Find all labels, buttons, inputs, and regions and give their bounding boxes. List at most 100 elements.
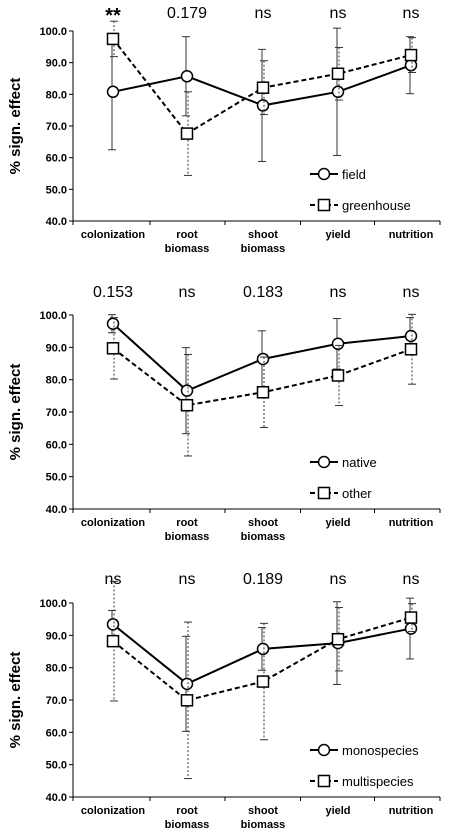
y-tick-label: 60.0 xyxy=(46,153,67,165)
data-point xyxy=(180,384,194,397)
y-tick-label: 50.0 xyxy=(46,184,67,196)
y-tick-label: 50.0 xyxy=(46,472,67,484)
series-native xyxy=(106,314,418,435)
significance-label: 0.179 xyxy=(167,5,207,22)
legend-marker xyxy=(317,774,331,788)
y-tick-label: 40.0 xyxy=(46,792,67,804)
y-tick-label: 50.0 xyxy=(46,760,67,772)
legend-label: native xyxy=(342,455,377,470)
x-tick-label: root xyxy=(176,805,198,817)
y-axis-title: % sign. effect xyxy=(7,364,24,461)
x-tick-label: biomass xyxy=(165,531,210,543)
significance-label: ns xyxy=(403,571,420,588)
data-point xyxy=(106,634,120,648)
series-greenhouse xyxy=(106,20,418,176)
significance-label: ns xyxy=(330,5,347,22)
y-tick-label: 40.0 xyxy=(46,216,67,228)
x-tick-label: yield xyxy=(325,805,350,817)
y-tick-label: 70.0 xyxy=(46,407,67,419)
legend-label: greenhouse xyxy=(342,198,411,213)
x-tick-label: shoot xyxy=(248,229,278,241)
data-point xyxy=(256,675,270,688)
data-point xyxy=(106,85,120,99)
data-point xyxy=(180,677,194,691)
legend-item: field xyxy=(310,167,366,182)
x-tick-label: nutrition xyxy=(389,805,434,817)
x-tick-label: biomass xyxy=(241,243,286,255)
y-axis-title: % sign. effect xyxy=(7,78,24,175)
series-line xyxy=(112,616,412,702)
y-tick-label: 60.0 xyxy=(46,727,67,739)
significance-label: ns xyxy=(403,5,420,22)
legend-marker xyxy=(317,455,331,469)
x-tick-label: shoot xyxy=(248,805,278,817)
x-tick-label: root xyxy=(176,229,198,241)
chart-panel-2: 40.0 50.0 60.0 70.0 80.0 90.0 100.0 colonizatio… xyxy=(7,284,441,543)
x-tick-label: nutrition xyxy=(389,229,434,241)
legend-item: greenhouse xyxy=(310,198,411,213)
x-tick-label: colonization xyxy=(81,229,145,241)
x-tick-label: biomass xyxy=(241,819,286,831)
data-point xyxy=(106,32,120,46)
x-tick-label: colonization xyxy=(81,805,145,817)
x-tick-label: shoot xyxy=(248,517,278,529)
x-tick-label: yield xyxy=(325,229,350,241)
legend-item: multispecies xyxy=(310,774,414,789)
x-tick-label: nutrition xyxy=(389,517,434,529)
x-tick-label: biomass xyxy=(241,531,286,543)
data-point xyxy=(256,99,270,112)
legend-marker xyxy=(317,198,331,212)
significance-label: ** xyxy=(105,5,121,27)
chart-panel-3: 40.0 50.0 60.0 70.0 80.0 90.0 100.0 colonizatio… xyxy=(7,571,441,831)
y-tick-label: 100.0 xyxy=(39,310,67,322)
legend-label: monospecies xyxy=(342,743,419,758)
data-point xyxy=(180,398,194,412)
y-tick-label: 80.0 xyxy=(46,89,67,101)
series-monospecies xyxy=(106,597,418,732)
data-point xyxy=(404,48,418,62)
data-point xyxy=(256,352,270,366)
data-point xyxy=(404,611,418,624)
significance-label: ns xyxy=(403,284,420,301)
data-point xyxy=(404,622,418,635)
data-point xyxy=(180,127,194,140)
x-tick-label: root xyxy=(176,517,198,529)
legend-item: native xyxy=(310,455,377,470)
y-tick-label: 90.0 xyxy=(46,342,67,354)
y-tick-label: 90.0 xyxy=(46,630,67,642)
legend-marker xyxy=(317,486,331,500)
significance-label: ns xyxy=(255,5,272,22)
significance-label: ns xyxy=(330,284,347,301)
legend-item: monospecies xyxy=(310,743,419,758)
data-point xyxy=(256,642,270,656)
data-point xyxy=(404,343,418,356)
y-tick-label: 80.0 xyxy=(46,663,67,675)
data-point xyxy=(331,67,345,80)
data-point xyxy=(404,329,418,343)
x-tick-label: colonization xyxy=(81,517,145,529)
data-point xyxy=(106,317,120,330)
legend-label: field xyxy=(342,167,366,182)
chart-panel-1: 40.0 50.0 60.0 70.0 80.0 90.0 100.0 colonizatio… xyxy=(7,5,441,255)
data-point xyxy=(180,70,194,83)
x-tick-label: yield xyxy=(325,517,350,529)
data-point xyxy=(256,81,270,94)
y-tick-label: 40.0 xyxy=(46,504,67,516)
y-tick-label: 100.0 xyxy=(39,598,67,610)
series-multispecies xyxy=(106,580,418,780)
x-tick-label: biomass xyxy=(165,819,210,831)
data-point xyxy=(331,337,345,351)
legend-marker xyxy=(317,167,331,181)
legend-label: other xyxy=(342,486,372,501)
y-tick-label: 70.0 xyxy=(46,121,67,133)
significance-label: ns xyxy=(179,284,196,301)
legend-label: multispecies xyxy=(342,774,414,789)
significance-label: ns xyxy=(105,571,122,588)
y-tick-label: 80.0 xyxy=(46,375,67,387)
data-point xyxy=(106,618,120,631)
series-other xyxy=(106,313,418,457)
data-point xyxy=(404,58,418,72)
x-tick-label: biomass xyxy=(165,243,210,255)
series-field xyxy=(106,27,418,162)
